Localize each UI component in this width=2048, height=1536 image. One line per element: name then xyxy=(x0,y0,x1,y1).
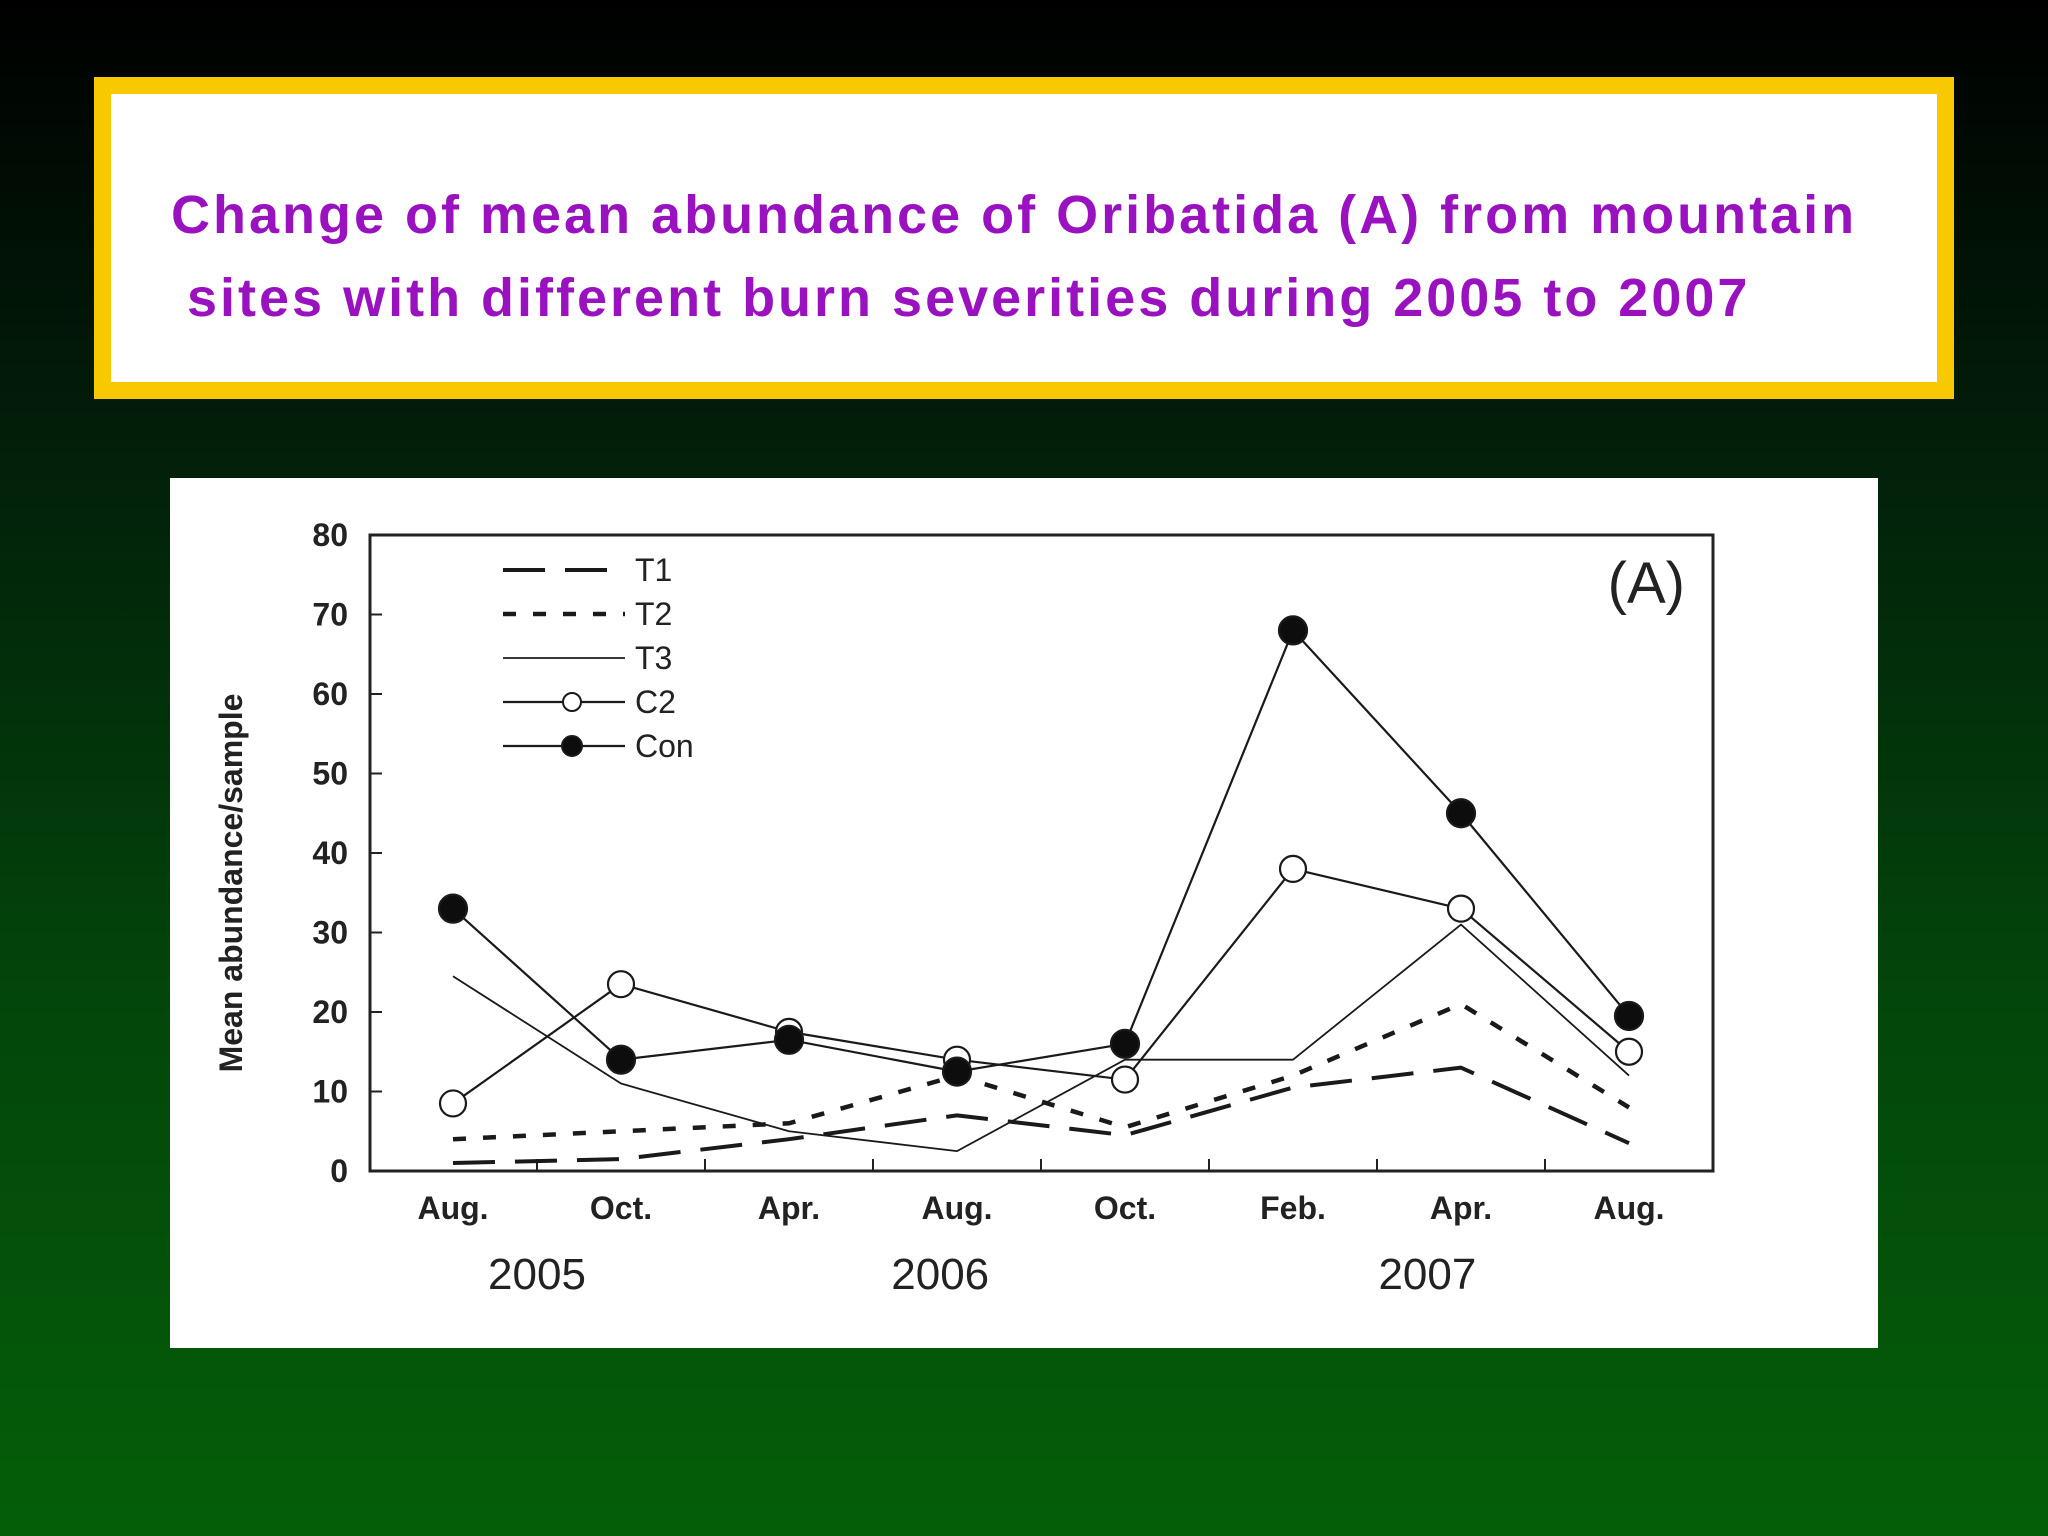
line-chart: 0 10 20 30 40 50 60 70 80 Aug. Oct. Apr. Aug. Oct. Feb… xyxy=(213,517,1715,1299)
y-tick-label-30: 30 xyxy=(312,915,348,951)
x-tick-label-5: Feb. xyxy=(1260,1190,1326,1226)
series-point-c2-5 xyxy=(1278,854,1308,883)
legend-label-t3: T3 xyxy=(635,640,672,676)
legend-label-con: Con xyxy=(635,728,694,764)
year-label-2006: 2006 xyxy=(891,1250,989,1299)
x-tick-label-4: Oct. xyxy=(1094,1190,1156,1226)
chart-panel: 0 10 20 30 40 50 60 70 80 Aug. Oct. Apr. Aug. Oct. Feb… xyxy=(170,478,1878,1348)
plot-frame xyxy=(368,533,1715,1173)
y-tick-label-40: 40 xyxy=(312,835,348,871)
series-point-c2-6 xyxy=(1446,894,1476,923)
series-line-t3 xyxy=(452,923,1630,1153)
x-tick-label-6: Apr. xyxy=(1430,1190,1492,1226)
y-tick-label-60: 60 xyxy=(312,676,348,712)
x-tick-label-7: Aug. xyxy=(1593,1190,1664,1226)
legend-marker-c2 xyxy=(562,692,582,712)
x-tick-label-1: Oct. xyxy=(590,1190,652,1226)
series-point-con-6 xyxy=(1445,798,1477,829)
series-point-con-1 xyxy=(605,1044,637,1075)
series-line-t1 xyxy=(452,1065,1630,1166)
y-tick-label-50: 50 xyxy=(312,756,348,792)
x-tick-label-0: Aug. xyxy=(417,1190,488,1226)
slide-title-line-1: Change of mean abundance of Oribatida (A… xyxy=(171,185,1858,245)
panel-label: (A) xyxy=(1608,551,1685,616)
legend-marker-con xyxy=(561,735,583,757)
legend-label-t1: T1 xyxy=(635,552,672,588)
series-line-con xyxy=(452,629,1630,1073)
slide-title-line-2: sites with different burn severities dur… xyxy=(187,268,1751,328)
title-box: Change of mean abundance of Oribatida (A… xyxy=(94,77,1954,399)
slide-title: Change of mean abundance of Oribatida (A… xyxy=(171,174,1971,340)
legend-label-c2: C2 xyxy=(635,684,676,720)
series-point-con-3 xyxy=(941,1056,973,1087)
year-label-2007: 2007 xyxy=(1378,1250,1476,1299)
y-tick-label-70: 70 xyxy=(312,597,348,633)
legend-label-t2: T2 xyxy=(635,596,672,632)
y-tick-label-20: 20 xyxy=(312,994,348,1030)
series-point-c2-4 xyxy=(1110,1065,1140,1094)
year-label-2005: 2005 xyxy=(488,1250,586,1299)
y-tick-label-10: 10 xyxy=(312,1074,348,1110)
y-tick-label-80: 80 xyxy=(312,517,348,553)
series-point-con-4 xyxy=(1109,1028,1141,1059)
series-point-c2-0 xyxy=(438,1089,468,1118)
series-point-c2-1 xyxy=(606,970,636,999)
x-tick-label-2: Apr. xyxy=(758,1190,820,1226)
y-axis-title: Mean abundance/sample xyxy=(213,694,249,1073)
series-point-c2-7 xyxy=(1614,1037,1644,1066)
y-tick-label-0: 0 xyxy=(330,1153,348,1189)
x-tick-label-3: Aug. xyxy=(921,1190,992,1226)
series-point-con-5 xyxy=(1277,615,1309,646)
series-point-con-0 xyxy=(437,893,469,924)
series-point-con-2 xyxy=(773,1024,805,1055)
series-line-c2 xyxy=(452,867,1630,1105)
series-point-con-7 xyxy=(1613,1000,1645,1032)
